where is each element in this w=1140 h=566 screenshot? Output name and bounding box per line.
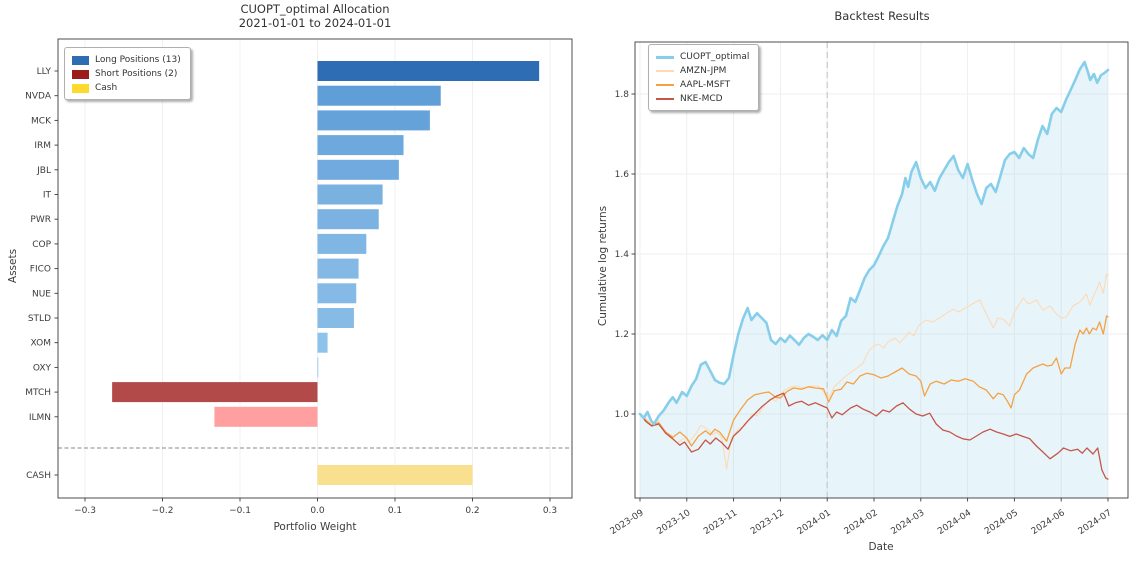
- bar-stld: [317, 308, 354, 328]
- line-cuopt-optimal: [638, 60, 1110, 426]
- legend-item-cuopt-optimal: CUOPT_optimal: [656, 50, 749, 64]
- bar-irm: [317, 135, 404, 156]
- legend-label: CUOPT_optimal: [680, 52, 750, 62]
- y-tick-label-mtch: MTCH: [25, 388, 51, 398]
- legend-item-short-positions: Short Positions (2): [72, 67, 181, 81]
- x-tick-label: 0.2: [465, 506, 479, 516]
- y-axis-label-assets: Assets: [7, 248, 19, 284]
- bar-cop: [317, 233, 367, 254]
- x-tick-label: 2023-09: [609, 508, 646, 537]
- short-positions-swatch: [72, 69, 89, 79]
- line-nke-mcd: [639, 392, 1109, 480]
- backtest-chart-title: Backtest Results: [834, 9, 930, 23]
- cuopt-fill-area: [640, 62, 1108, 498]
- x-tick-label: 2023-10: [655, 508, 692, 537]
- bar-nvda: [317, 85, 441, 106]
- y-tick-label-xom: XOM: [31, 339, 51, 349]
- legend-item-amzn-jpm: AMZN-JPM: [656, 64, 749, 78]
- x-tick-label: −0.3: [74, 506, 96, 516]
- x-tick-label: 0.1: [388, 506, 402, 516]
- bar-cash: [317, 465, 473, 485]
- long-positions-swatch: [72, 55, 89, 65]
- x-tick-label: 0.3: [543, 506, 557, 516]
- legend-label: NKE-MCD: [680, 94, 723, 104]
- y-tick-label-fico: FICO: [30, 265, 51, 275]
- x-tick-label: 2024-07: [1077, 508, 1114, 537]
- bar-mck: [317, 110, 430, 131]
- y-axis-label-cumulative-log-returns: Cumulative log returns: [597, 205, 609, 327]
- x-tick-label: 2024-01: [796, 508, 833, 537]
- y-tick-label-jbl: JBL: [36, 166, 51, 176]
- bar-pwr: [317, 209, 379, 230]
- y-tick-label: 1.6: [615, 170, 630, 180]
- y-tick-label: 1.8: [615, 90, 630, 100]
- y-tick-label-oxy: OXY: [33, 363, 52, 373]
- bar-it: [317, 184, 383, 205]
- legend-item-aapl-msft: AAPL-MSFT: [656, 78, 749, 92]
- amzn-jpm-line-swatch: [656, 70, 674, 72]
- y-tick-label-ilmn: ILMN: [29, 413, 51, 423]
- x-tick-label: 0.0: [310, 506, 325, 516]
- x-tick-label: 2024-02: [843, 508, 880, 537]
- bar-ilmn: [214, 406, 318, 427]
- legend-label: Long Positions (13): [95, 55, 181, 65]
- y-tick-label-mck: MCK: [31, 116, 52, 126]
- cuopt-optimal-line-swatch: [656, 55, 674, 59]
- nke-mcd-line-swatch: [656, 98, 674, 100]
- backtest-legend: CUOPT_optimal AMZN-JPM AAPL-MSFT NKE-MCD: [648, 44, 760, 111]
- y-tick-label-nue: NUE: [32, 289, 51, 299]
- x-tick-label: 2024-04: [936, 508, 973, 537]
- y-tick-label-it: IT: [43, 191, 52, 201]
- bar-lly: [317, 61, 540, 81]
- y-tick-label-pwr: PWR: [30, 215, 51, 225]
- x-axis-label-date: Date: [868, 541, 894, 553]
- x-tick-label: 2024-05: [983, 508, 1020, 537]
- plot-area: [57, 38, 573, 499]
- allocation-title-line2: 2021-01-01 to 2024-01-01: [238, 16, 392, 30]
- legend-label: AAPL-MSFT: [680, 80, 731, 90]
- y-tick-label: 1.2: [615, 330, 629, 340]
- legend-item-cash: Cash: [72, 81, 181, 95]
- bar-mtch: [112, 382, 318, 403]
- legend-label: Cash: [95, 83, 118, 93]
- bar-fico: [317, 258, 359, 279]
- x-axis-label-portfolio-weight: Portfolio Weight: [273, 521, 357, 533]
- allocation-chart-title: CUOPT_optimal Allocation 2021-01-01 to 2…: [115, 2, 515, 30]
- y-tick-label: 1.4: [615, 250, 630, 260]
- y-tick-label-cash: CASH: [26, 471, 51, 481]
- allocation-chart: −0.3 −0.2 −0.1 0.0 0.1 0.2 0.3 LLY NVDA MCK IRM JBL…: [25, 38, 573, 516]
- aapl-msft-line-swatch: [656, 84, 674, 86]
- bar-nue: [317, 283, 357, 304]
- x-tick-label: 2024-03: [889, 508, 926, 537]
- x-tick-label: 2023-12: [749, 508, 786, 537]
- x-tick-label: 2024-06: [1030, 508, 1067, 537]
- bar-jbl: [317, 159, 399, 180]
- legend-label: AMZN-JPM: [680, 66, 727, 76]
- allocation-legend: Long Positions (13) Short Positions (2) …: [64, 47, 191, 100]
- backtest-chart: 1.0 1.2 1.4 1.6 1.8 2023-09 2023-10 2023-11 2023…: [609, 41, 1129, 537]
- bar-oxy: [317, 357, 319, 378]
- y-tick-label-irm: IRM: [34, 141, 51, 151]
- x-tick-label: 2023-11: [702, 508, 739, 537]
- allocation-title-line1: CUOPT_optimal Allocation: [240, 2, 390, 16]
- cash-swatch: [72, 83, 89, 93]
- y-tick-label-lly: LLY: [37, 67, 52, 77]
- bar-xom: [317, 332, 328, 353]
- line-aapl-msft: [639, 315, 1109, 447]
- line-amzn-jpm: [639, 273, 1109, 470]
- x-tick-label: −0.2: [152, 506, 174, 516]
- plot-area: [634, 41, 1129, 499]
- y-tick-label: 1.0: [615, 410, 630, 420]
- y-tick-label-stld: STLD: [28, 314, 51, 324]
- x-tick-label: −0.1: [229, 506, 251, 516]
- legend-label: Short Positions (2): [95, 69, 178, 79]
- y-tick-label-nvda: NVDA: [25, 92, 52, 102]
- legend-item-long-positions: Long Positions (13): [72, 53, 181, 67]
- legend-item-nke-mcd: NKE-MCD: [656, 92, 749, 106]
- y-tick-label-cop: COP: [32, 240, 51, 250]
